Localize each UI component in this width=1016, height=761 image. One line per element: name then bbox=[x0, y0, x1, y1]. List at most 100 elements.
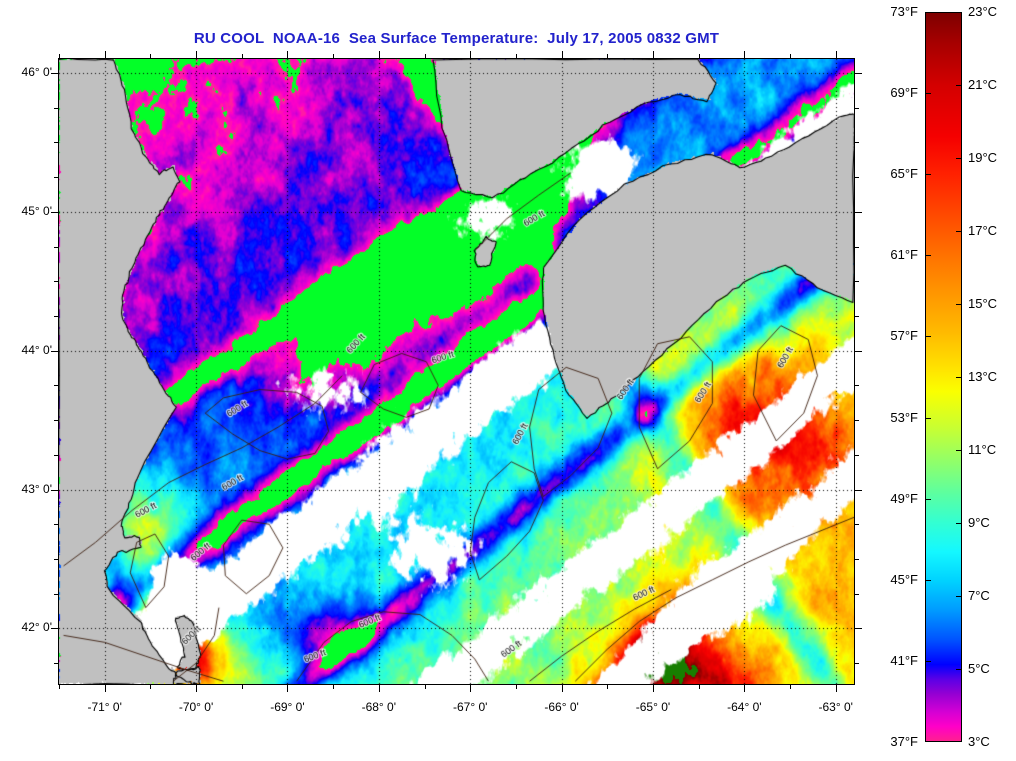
colorbar-label-celsius: 11°C bbox=[968, 442, 997, 457]
page-title: RU COOL NOAA-16 Sea Surface Temperature:… bbox=[193, 30, 720, 47]
x-tick-top bbox=[744, 51, 746, 58]
x-minor-tick bbox=[607, 685, 609, 689]
y-tick bbox=[51, 72, 58, 74]
y-axis-label: 44° 0' bbox=[21, 342, 52, 357]
y-minor-tick bbox=[54, 142, 58, 144]
y-minor-tick bbox=[54, 420, 58, 422]
colorbar-tick-right bbox=[956, 450, 962, 451]
y-minor-tick-right bbox=[855, 663, 859, 665]
x-axis-label: -63° 0' bbox=[818, 700, 853, 714]
x-minor-tick-top bbox=[59, 54, 60, 58]
colorbar-tick-right bbox=[956, 523, 962, 524]
colorbar-label-fahrenheit: 45°F bbox=[890, 571, 918, 587]
colorbar-label-fahrenheit: 41°F bbox=[890, 652, 918, 668]
y-axis-label: 43° 0' bbox=[21, 481, 52, 496]
x-minor-tick-top bbox=[241, 54, 243, 58]
y-tick-right bbox=[855, 211, 862, 213]
x-tick bbox=[652, 685, 654, 692]
colorbar-label-fahrenheit: 65°F bbox=[890, 166, 918, 182]
x-tick bbox=[104, 685, 106, 692]
y-minor-tick-right bbox=[855, 420, 859, 422]
y-minor-tick-right bbox=[855, 177, 859, 179]
x-tick-top bbox=[652, 51, 654, 58]
y-tick bbox=[51, 489, 58, 491]
x-tick bbox=[378, 685, 380, 692]
x-tick bbox=[470, 685, 472, 692]
y-minor-tick bbox=[54, 177, 58, 179]
y-minor-tick-right bbox=[855, 142, 859, 144]
colorbar-label-celsius: 7°C bbox=[968, 588, 990, 603]
colorbar-label-celsius: 21°C bbox=[968, 77, 998, 92]
colorbar-tick-right bbox=[956, 377, 962, 378]
y-tick bbox=[51, 628, 58, 630]
x-tick bbox=[196, 685, 198, 692]
colorbar-tick-right bbox=[956, 596, 962, 597]
y-minor-tick bbox=[54, 454, 58, 456]
colorbar-label-fahrenheit: 53°F bbox=[890, 409, 918, 425]
x-tick-top bbox=[287, 51, 289, 58]
x-minor-tick bbox=[698, 685, 700, 689]
colorbar-tick-left bbox=[925, 255, 931, 257]
x-tick-top bbox=[196, 51, 198, 58]
y-tick bbox=[51, 211, 58, 213]
y-minor-tick bbox=[54, 593, 58, 595]
sst-map-plot[interactable] bbox=[58, 58, 855, 685]
colorbar-label-fahrenheit: 37°F bbox=[890, 734, 918, 749]
colorbar-tick-left bbox=[925, 579, 931, 581]
x-tick bbox=[561, 685, 563, 692]
y-axis-label: 46° 0' bbox=[21, 64, 52, 79]
y-minor-tick-right bbox=[855, 315, 859, 317]
x-tick bbox=[835, 685, 837, 692]
x-tick-top bbox=[470, 51, 472, 58]
x-minor-tick-top bbox=[333, 54, 335, 58]
y-minor-tick-right bbox=[855, 107, 859, 109]
colorbar-label-celsius: 23°C bbox=[968, 4, 998, 19]
colorbar-tick-left bbox=[925, 336, 931, 338]
x-minor-tick-top bbox=[790, 54, 792, 58]
temperature-colorbar[interactable] bbox=[925, 12, 962, 742]
colorbar-tick-left bbox=[925, 498, 931, 500]
x-tick-top bbox=[378, 51, 380, 58]
x-axis-label: -69° 0' bbox=[270, 700, 305, 714]
y-minor-tick-right bbox=[855, 454, 859, 456]
x-axis-label: -64° 0' bbox=[727, 700, 762, 714]
y-axis-label: 42° 0' bbox=[21, 620, 52, 635]
x-axis-label: -71° 0' bbox=[87, 700, 122, 714]
x-axis-label: -65° 0' bbox=[635, 700, 671, 714]
colorbar-tick-right bbox=[956, 669, 962, 670]
x-minor-tick bbox=[241, 685, 243, 689]
y-minor-tick-right bbox=[855, 385, 859, 387]
y-minor-tick-right bbox=[855, 593, 859, 595]
y-minor-tick-right bbox=[855, 281, 859, 283]
y-minor-tick-right bbox=[855, 524, 859, 526]
colorbar-label-fahrenheit: 57°F bbox=[890, 328, 918, 344]
colorbar-label-celsius: 15°C bbox=[968, 296, 998, 311]
x-tick-top bbox=[104, 51, 106, 58]
y-minor-tick bbox=[54, 246, 58, 248]
x-minor-tick bbox=[424, 685, 426, 689]
sst-heatmap-canvas[interactable] bbox=[59, 59, 854, 684]
colorbar-label-celsius: 5°C bbox=[968, 661, 990, 676]
y-minor-tick bbox=[54, 281, 58, 283]
y-minor-tick bbox=[54, 315, 58, 317]
colorbar-tick-right bbox=[956, 158, 962, 159]
colorbar-tick-left bbox=[925, 93, 931, 95]
x-minor-tick bbox=[150, 685, 152, 689]
y-tick-right bbox=[855, 489, 862, 491]
colorbar-label-fahrenheit: 73°F bbox=[890, 4, 918, 19]
colorbar-label-fahrenheit: 69°F bbox=[890, 85, 918, 101]
y-axis-label: 45° 0' bbox=[21, 203, 52, 218]
x-axis-label: -70° 0' bbox=[178, 700, 214, 714]
colorbar-tick-right bbox=[956, 85, 962, 86]
y-minor-tick bbox=[54, 385, 58, 387]
x-minor-tick bbox=[515, 685, 517, 689]
x-minor-tick-top bbox=[150, 54, 152, 58]
colorbar-tick-left bbox=[925, 417, 931, 419]
colorbar-label-fahrenheit: 61°F bbox=[890, 247, 918, 263]
x-tick-top bbox=[835, 51, 837, 58]
x-minor-tick bbox=[333, 685, 335, 689]
colorbar-label-celsius: 9°C bbox=[968, 515, 990, 530]
y-tick-right bbox=[855, 72, 862, 74]
y-tick-right bbox=[855, 350, 862, 352]
colorbar-label-fahrenheit: 49°F bbox=[890, 490, 918, 506]
